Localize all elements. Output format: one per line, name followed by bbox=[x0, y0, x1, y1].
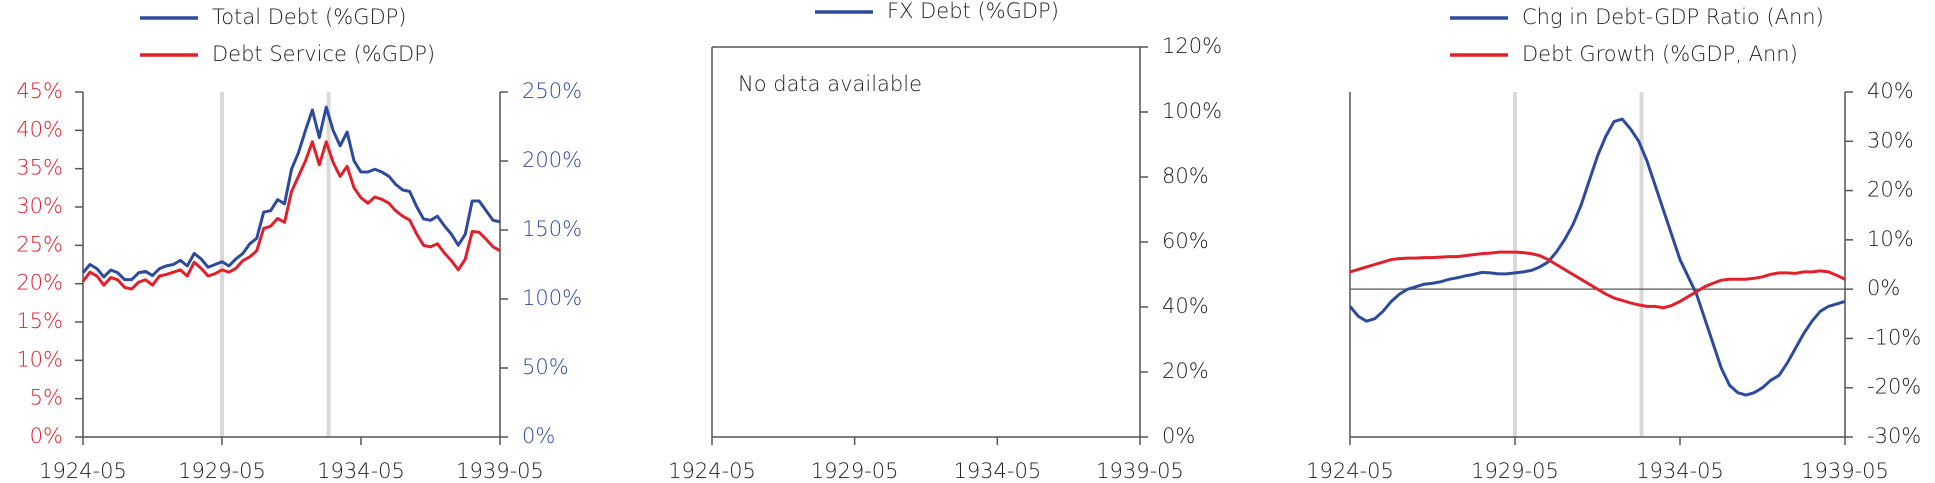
series-line bbox=[81, 105, 501, 282]
x-tick-label: 1939-05 bbox=[456, 459, 544, 483]
x-tick-label: 1939-05 bbox=[1801, 459, 1889, 483]
y2-tick-label: -10% bbox=[1867, 325, 1921, 349]
y2-tick-label: 150% bbox=[522, 217, 582, 241]
y2-tick-label: 20% bbox=[1867, 178, 1914, 202]
series-line bbox=[81, 140, 501, 291]
y-tick-label: 30% bbox=[16, 194, 63, 218]
y-tick-label: 10% bbox=[16, 347, 63, 371]
y2-tick-label: -20% bbox=[1867, 375, 1921, 399]
y2-tick-label: 40% bbox=[1162, 294, 1209, 318]
y2-tick-label: 100% bbox=[522, 286, 582, 310]
legend-label: Chg in Debt-GDP Ratio (Ann) bbox=[1522, 5, 1824, 29]
x-tick-label: 1924-05 bbox=[668, 459, 756, 483]
y2-tick-label: -30% bbox=[1867, 424, 1921, 448]
y-tick-label: 45% bbox=[16, 79, 63, 103]
y-tick-label: 35% bbox=[16, 156, 63, 180]
y2-tick-label: 100% bbox=[1162, 99, 1222, 123]
x-tick-label: 1924-05 bbox=[39, 459, 127, 483]
series-line bbox=[1349, 250, 1846, 310]
series-line bbox=[1348, 117, 1846, 397]
x-tick-label: 1934-05 bbox=[317, 459, 405, 483]
legend-label: Total Debt (%GDP) bbox=[212, 5, 407, 29]
x-tick-label: 1929-05 bbox=[1471, 459, 1559, 483]
x-tick-label: 1934-05 bbox=[1636, 459, 1724, 483]
x-tick-label: 1939-05 bbox=[1096, 459, 1184, 483]
y2-tick-label: 60% bbox=[1162, 229, 1209, 253]
legend-label: FX Debt (%GDP) bbox=[887, 0, 1059, 23]
y-tick-label: 25% bbox=[16, 232, 63, 256]
y2-tick-label: 50% bbox=[522, 355, 569, 379]
y2-tick-label: 0% bbox=[1867, 276, 1900, 300]
y2-tick-label: 80% bbox=[1162, 164, 1209, 188]
x-tick-label: 1929-05 bbox=[178, 459, 266, 483]
y-tick-label: 40% bbox=[16, 117, 63, 141]
x-tick-label: 1924-05 bbox=[1306, 459, 1394, 483]
y2-tick-label: 200% bbox=[522, 148, 582, 172]
y2-tick-label: 30% bbox=[1867, 128, 1914, 152]
annotation: No data available bbox=[738, 72, 922, 96]
y2-tick-label: 10% bbox=[1867, 227, 1914, 251]
y2-tick-label: 40% bbox=[1867, 79, 1914, 103]
y-tick-label: 0% bbox=[30, 424, 63, 448]
legend-label: Debt Growth (%GDP, Ann) bbox=[1522, 42, 1798, 66]
y2-tick-label: 0% bbox=[522, 424, 555, 448]
y2-tick-label: 120% bbox=[1162, 34, 1222, 58]
y2-tick-label: 20% bbox=[1162, 359, 1209, 383]
y2-tick-label: 250% bbox=[522, 79, 582, 103]
y-tick-label: 20% bbox=[16, 271, 63, 295]
y-tick-label: 15% bbox=[16, 309, 63, 333]
x-tick-label: 1929-05 bbox=[811, 459, 899, 483]
x-tick-label: 1934-05 bbox=[953, 459, 1041, 483]
legend-label: Debt Service (%GDP) bbox=[212, 42, 435, 66]
y-tick-label: 5% bbox=[30, 386, 63, 410]
y2-tick-label: 0% bbox=[1162, 424, 1195, 448]
